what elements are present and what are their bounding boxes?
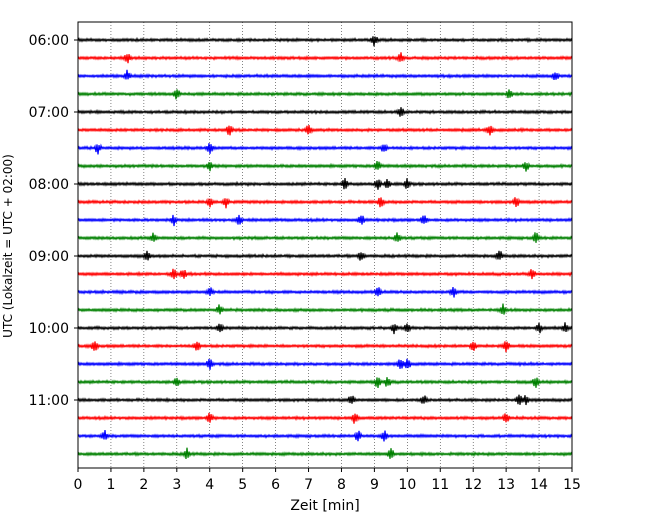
seismogram-trace [77, 125, 573, 136]
x-tick-label: 3 [172, 477, 181, 493]
y-tick-label: 06:00 [29, 33, 69, 49]
x-tick-label: 7 [304, 477, 313, 493]
seismogram-trace [77, 377, 573, 389]
x-tick-label: 10 [398, 477, 416, 493]
y-tick-label: 10:00 [29, 321, 69, 337]
seismogram-trace [77, 412, 573, 424]
x-tick-label: 2 [139, 477, 148, 493]
seismogram-trace [77, 178, 573, 190]
y-tick-label: 08:00 [29, 177, 69, 193]
seismogram-trace [77, 161, 573, 172]
x-tick-label: 15 [563, 477, 581, 493]
seismogram-trace [77, 394, 573, 406]
seismogram-trace [77, 89, 573, 100]
seismogram-trace [77, 214, 573, 227]
plot-background [78, 22, 572, 468]
x-tick-label: 6 [271, 477, 280, 493]
x-tick-label: 11 [431, 477, 449, 493]
y-tick-label: 07:00 [29, 105, 69, 121]
seismogram-trace [77, 36, 573, 47]
x-axis-ticks: 0 1 2 3 4 5 6 7 8 9 10 11 12 13 14 15 [74, 468, 581, 493]
seismogram-trace [77, 250, 573, 261]
x-tick-label: 9 [370, 477, 379, 493]
x-axis-label: Zeit [min] [290, 498, 359, 514]
y-tick-label: 09:00 [29, 249, 69, 265]
seismogram-trace [77, 447, 573, 460]
y-tick-label: 11:00 [29, 393, 69, 409]
seismogram-trace [77, 143, 573, 155]
seismogram-trace [77, 430, 573, 442]
seismogram-trace [77, 322, 573, 335]
x-tick-label: 14 [530, 477, 548, 493]
x-tick-label: 5 [238, 477, 247, 493]
seismogram-trace [77, 286, 573, 298]
seismogram-traces [77, 36, 573, 460]
x-tick-label: 8 [337, 477, 346, 493]
seismogram-trace [77, 69, 573, 81]
seismogram-trace [77, 341, 573, 353]
seismogram-trace [77, 197, 573, 209]
x-tick-label: 1 [106, 477, 115, 493]
y-axis-label: UTC (Lokalzeit = UTC + 02:00) [1, 154, 15, 338]
seismogram-trace [77, 52, 573, 64]
plot-frame [77, 21, 573, 469]
seismogram-trace [77, 107, 573, 117]
x-tick-label: 0 [74, 477, 83, 493]
seismogram-trace [77, 268, 573, 280]
y-axis-ticks: 06:00 07:00 08:00 09:00 10:00 11:00 [29, 33, 78, 409]
grid-lines [110, 22, 540, 468]
seismogram-trace [77, 303, 573, 315]
seismogram-trace [77, 232, 573, 243]
x-tick-label: 4 [205, 477, 214, 493]
x-tick-label: 12 [464, 477, 482, 493]
seismogram-trace [77, 358, 573, 370]
x-tick-label: 13 [497, 477, 515, 493]
